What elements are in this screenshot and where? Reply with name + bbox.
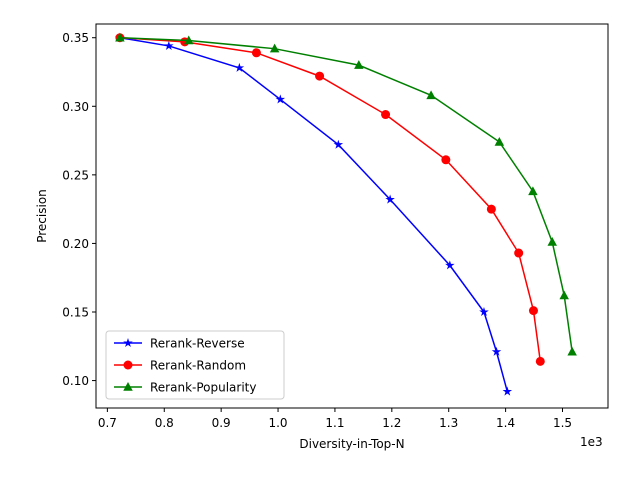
data-point: [441, 155, 451, 165]
data-point: [445, 260, 455, 270]
y-tick-label: 0.35: [62, 31, 89, 45]
x-tick-label: 1.4: [496, 416, 515, 430]
data-point: [164, 40, 174, 50]
series-line: [119, 36, 573, 352]
legend-swatch-marker: [123, 382, 133, 391]
series-layer: [115, 32, 577, 396]
x-tick-label: 1.2: [382, 416, 401, 430]
data-point: [559, 290, 569, 300]
x-tick-label: 1.0: [268, 416, 287, 430]
data-point: [385, 194, 395, 204]
data-point: [381, 110, 391, 120]
axes-frame: [95, 23, 609, 409]
data-point: [547, 237, 557, 246]
legend-item: Rerank-Reverse: [114, 337, 245, 351]
x-tick-label: 1.1: [325, 416, 344, 430]
x-tick-label: 1.5: [553, 416, 572, 430]
data-point: [479, 307, 489, 317]
y-axis-label: Precision: [35, 189, 49, 243]
legend-item: Rerank-Popularity: [114, 381, 257, 395]
x-axis-label: Diversity-in-Top-N: [299, 437, 404, 451]
data-point: [269, 43, 280, 53]
legend-label: Rerank-Reverse: [150, 337, 245, 351]
data-point: [491, 346, 502, 356]
data-point: [502, 386, 513, 396]
x-tick-label: 1.3: [439, 416, 458, 430]
series-line: [119, 36, 542, 362]
data-point: [486, 204, 496, 214]
legend: Rerank-Reverse Rerank-Random Rerank-Popula…: [105, 330, 285, 400]
y-tick-label: 0.10: [62, 374, 89, 388]
x-tick-label: 0.8: [155, 416, 174, 430]
data-point: [251, 48, 261, 58]
series-rerank-popularity: [115, 32, 577, 356]
data-point: [315, 71, 325, 81]
x-tick-label: 0.9: [212, 416, 231, 430]
data-point: [115, 32, 125, 42]
data-point: [333, 139, 344, 149]
series-line: [119, 36, 509, 392]
data-point: [183, 35, 194, 45]
legend-swatch-marker: [123, 338, 133, 348]
series-rerank-reverse: [115, 32, 513, 396]
data-point: [234, 62, 245, 72]
x-axis-offset-label: 1e3: [580, 435, 603, 449]
y-tick-label: 0.15: [62, 306, 89, 320]
y-tick-label: 0.30: [62, 100, 89, 114]
data-point: [275, 94, 286, 104]
x-tick-label: 0.7: [98, 416, 117, 430]
data-point: [528, 186, 538, 196]
y-tick-label: 0.20: [62, 237, 89, 251]
data-point: [426, 90, 436, 100]
legend-box: [105, 330, 285, 400]
legend-label: Rerank-Random: [150, 359, 246, 373]
data-point: [528, 306, 538, 316]
legend-item: Rerank-Random: [114, 359, 246, 373]
data-point: [535, 356, 545, 366]
legend-swatch-marker: [123, 360, 133, 370]
ticks-layer: 0.7 0.8 0.9 1.0 1.1 1.2 1.3 1.4 1.5 0.10 0.15 0.20 0…: [62, 31, 572, 430]
data-point: [567, 346, 577, 356]
data-point: [354, 60, 364, 69]
data-point: [494, 136, 505, 146]
legend-label: Rerank-Popularity: [150, 381, 257, 395]
y-tick-label: 0.25: [62, 168, 89, 182]
data-point: [514, 248, 524, 258]
